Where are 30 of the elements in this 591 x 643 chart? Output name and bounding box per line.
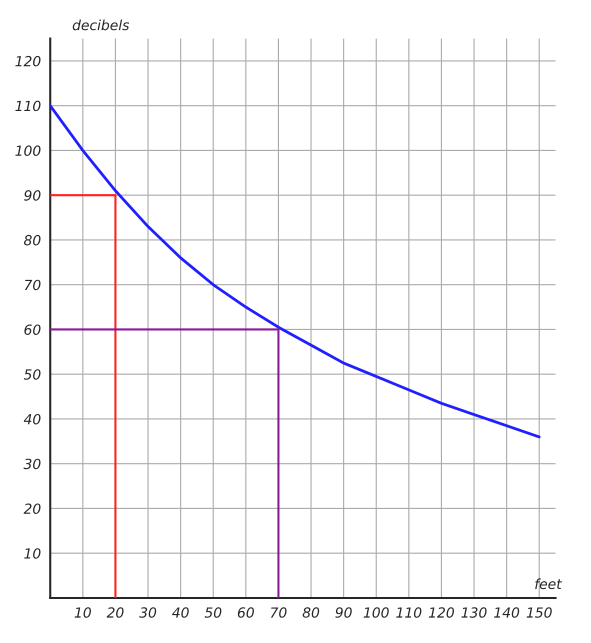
x-tick-label: 40: [172, 607, 189, 618]
y-tick-label: 50: [24, 369, 41, 380]
y-tick-label: 70: [24, 280, 41, 290]
y-tick-label: 60: [24, 324, 41, 335]
y-tick-label: 80: [24, 234, 41, 246]
y-tick-label: 90: [24, 190, 41, 201]
y-tick-label: 110: [15, 100, 41, 112]
y-tick-label: 120: [15, 56, 41, 66]
x-tick-label: 10: [74, 607, 91, 618]
x-tick-label: 120: [428, 607, 454, 618]
line-series: [50, 104, 541, 438]
x-tick-label: 70: [270, 607, 287, 618]
y-tick-label: 40: [24, 414, 41, 424]
x-tick-label: 150: [526, 607, 552, 618]
y-tick-label: 20: [24, 503, 41, 514]
x-tick-label: 110: [396, 607, 422, 618]
x-tick-label: 30: [139, 607, 156, 618]
x-tick-label: 60: [238, 607, 254, 618]
y-tick-label: 10: [24, 548, 41, 559]
x-tick-label: 50: [204, 607, 222, 618]
y-tick-label: 30: [24, 458, 41, 470]
x-tick-label: 80: [302, 607, 320, 618]
x-tick-label: 20: [106, 607, 124, 618]
x-tick-label: 140: [494, 607, 520, 618]
y-axis-title: decibels: [72, 20, 130, 30]
x-axis-title: feet: [535, 578, 562, 590]
y-tick-label: 100: [15, 145, 41, 156]
x-tick-label: 130: [461, 607, 487, 618]
x-tick-label: 100: [364, 607, 389, 618]
x-tick-label: 90: [335, 607, 352, 618]
